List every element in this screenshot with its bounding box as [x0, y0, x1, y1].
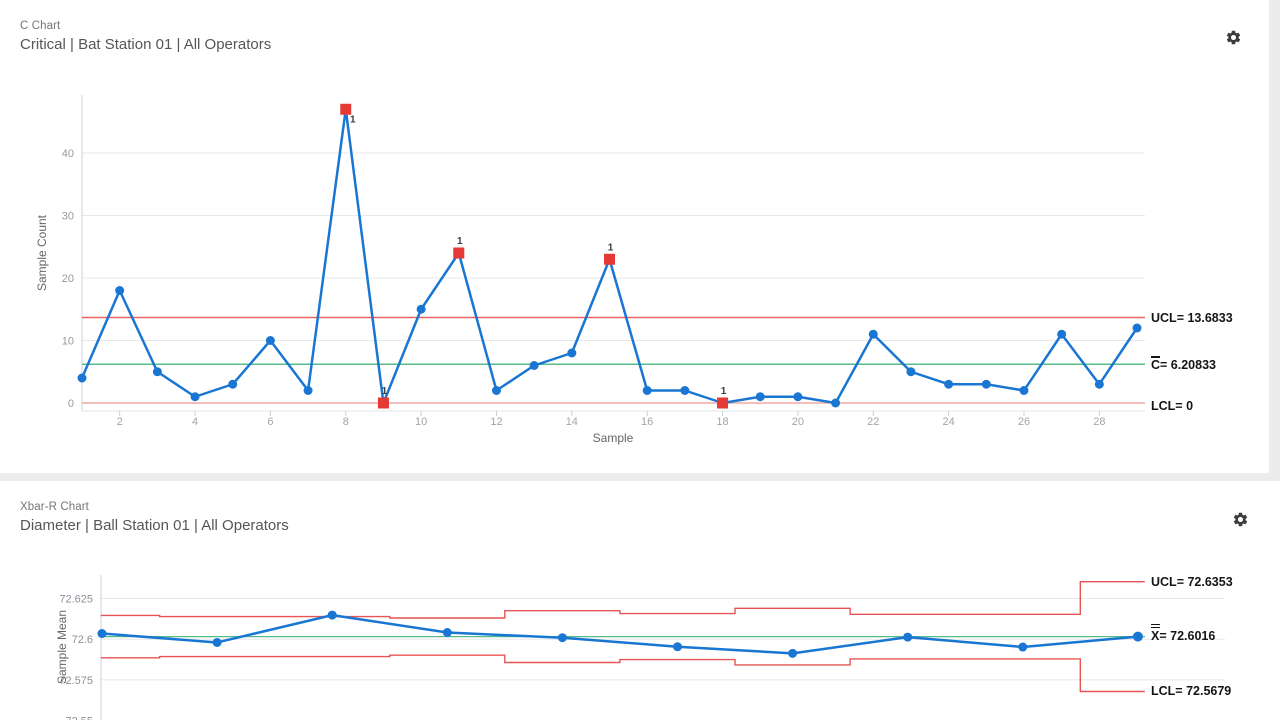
y-tick-label: 40: [62, 148, 74, 160]
special-cause-flag: 1: [350, 114, 356, 125]
data-point[interactable]: [1094, 379, 1104, 389]
x-tick-label: 6: [267, 416, 273, 428]
data-point[interactable]: [1018, 642, 1028, 652]
x-tick-label: 10: [415, 416, 427, 428]
y-tick-label: 30: [62, 211, 74, 223]
out-of-control-point[interactable]: [340, 103, 352, 115]
data-point[interactable]: [1019, 386, 1029, 395]
data-point[interactable]: [416, 304, 426, 314]
ucl-step-line: [100, 581, 1145, 619]
x-axis-title: Sample: [593, 431, 634, 445]
data-point[interactable]: [327, 610, 337, 620]
data-point[interactable]: [642, 386, 652, 395]
data-point[interactable]: [303, 386, 313, 395]
out-of-control-point[interactable]: [453, 247, 465, 259]
x-tick-label: 24: [942, 416, 954, 428]
lcl-label: LCL= 72.5679: [1151, 684, 1232, 698]
data-point[interactable]: [831, 398, 841, 408]
x-tick-label: 8: [343, 416, 349, 428]
y-tick-label: 20: [62, 273, 74, 285]
chart-type-label: C Chart: [20, 20, 61, 32]
data-point[interactable]: [212, 637, 222, 647]
chart-title: Critical | Bat Station 01 | All Operator…: [20, 36, 272, 53]
data-point[interactable]: [567, 348, 577, 358]
x-tick-label: 4: [192, 416, 198, 428]
data-point[interactable]: [557, 633, 567, 643]
data-point[interactable]: [755, 392, 765, 402]
y-axis-title: Sample Count: [35, 214, 49, 291]
data-point[interactable]: [442, 628, 452, 638]
data-point[interactable]: [190, 392, 200, 402]
data-point[interactable]: [868, 329, 878, 339]
special-cause-flag: 1: [382, 386, 388, 397]
data-point[interactable]: [788, 648, 798, 658]
y-tick-label: 10: [62, 336, 74, 348]
data-point[interactable]: [1132, 323, 1142, 333]
data-point[interactable]: [944, 379, 954, 389]
data-line: [101, 613, 1139, 655]
chart-type-label: Xbar-R Chart: [20, 501, 89, 513]
x-tick-label: 12: [490, 416, 502, 428]
data-point[interactable]: [491, 386, 501, 395]
chart-settings-button[interactable]: [1223, 29, 1243, 49]
y-tick-label: 72.6: [72, 634, 93, 646]
x-tick-label: 2: [117, 416, 123, 428]
data-point[interactable]: [673, 642, 682, 652]
x-tick-label: 26: [1018, 416, 1030, 428]
data-point[interactable]: [77, 373, 87, 383]
special-cause-flag: 1: [608, 242, 614, 253]
settings-gear-icon: [1233, 512, 1247, 527]
y-tick-label: 0: [68, 398, 74, 410]
y-tick-label: 72.575: [59, 675, 93, 687]
c-chart-card: C Chart Critical | Bat Station 01 | All …: [0, 0, 1269, 473]
data-point[interactable]: [981, 379, 991, 389]
x-tick-label: 14: [566, 416, 578, 428]
center-line-label: X= 72.6016: [1151, 624, 1216, 643]
data-point[interactable]: [152, 367, 162, 377]
data-point[interactable]: [115, 286, 125, 295]
data-point[interactable]: [1132, 631, 1143, 642]
x-tick-label: 16: [641, 416, 653, 428]
settings-gear-icon: [1226, 30, 1240, 45]
special-cause-flag: 1: [457, 236, 463, 247]
special-cause-flag: 1: [721, 386, 727, 397]
data-point[interactable]: [97, 629, 107, 639]
x-tick-label: 18: [716, 416, 728, 428]
lcl-label: LCL= 0: [1151, 399, 1194, 413]
center-line-label: C= 6.20833: [1151, 356, 1216, 372]
out-of-control-point[interactable]: [717, 397, 729, 409]
data-point[interactable]: [903, 632, 913, 642]
data-point[interactable]: [228, 379, 238, 389]
y-tick-label: 72.55: [65, 716, 93, 720]
lcl-step-line: [100, 654, 1145, 693]
data-point[interactable]: [793, 392, 803, 402]
out-of-control-point[interactable]: [604, 253, 616, 265]
data-point[interactable]: [1057, 329, 1067, 339]
x-tick-label: 20: [792, 416, 804, 428]
out-of-control-point[interactable]: [377, 397, 389, 409]
ucl-label: UCL= 13.6833: [1151, 311, 1233, 325]
y-tick-label: 72.625: [59, 594, 93, 606]
x-tick-label: 28: [1093, 416, 1105, 428]
ucl-label: UCL= 72.6353: [1151, 575, 1233, 589]
data-point[interactable]: [529, 361, 539, 370]
data-point[interactable]: [265, 336, 275, 345]
chart-settings-button[interactable]: [1230, 511, 1250, 531]
chart-title: Diameter | Ball Station 01 | All Operato…: [20, 517, 289, 534]
xbar-r-chart-card: Xbar-R Chart Diameter | Ball Station 01 …: [0, 481, 1280, 720]
y-axis-title: Sample Mean: [55, 610, 69, 684]
data-point[interactable]: [680, 386, 690, 395]
data-point[interactable]: [906, 367, 916, 377]
xbar-r-chart-plot[interactable]: 72.625 72.6 72.575 72.55 Sample Mean: [0, 481, 1280, 720]
x-tick-label: 22: [867, 416, 879, 428]
